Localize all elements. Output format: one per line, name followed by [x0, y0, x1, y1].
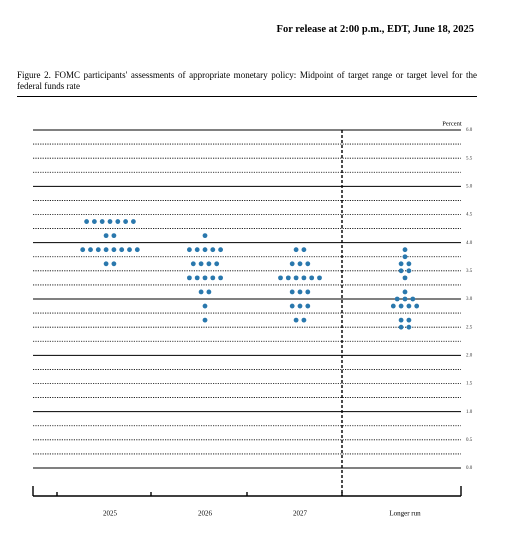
dot [131, 219, 136, 224]
dot [309, 275, 315, 281]
x-tick-label: 2025 [103, 510, 118, 518]
dot [301, 275, 307, 281]
dot [398, 268, 404, 274]
dot [206, 289, 212, 295]
dot [202, 317, 208, 323]
dot [297, 261, 303, 267]
dot [293, 317, 299, 323]
dot [88, 247, 93, 253]
dot [123, 219, 128, 224]
title-rule [17, 96, 477, 97]
dot [111, 233, 117, 239]
dot [103, 233, 109, 239]
dot [202, 247, 208, 253]
dot [398, 324, 404, 330]
dot [410, 296, 416, 302]
dot [398, 261, 404, 267]
dot [99, 219, 105, 224]
y-tick-label: 2.5 [466, 325, 473, 330]
dot [390, 303, 396, 309]
dot [119, 247, 125, 253]
y-tick-label: 1.0 [466, 410, 473, 415]
y-tick-label: 5.0 [466, 184, 473, 189]
dot [103, 247, 109, 253]
y-tick-label: 1.5 [466, 382, 473, 387]
dot [198, 261, 204, 267]
chart-title: Figure 2. FOMC participants' assessments… [17, 70, 477, 91]
dot [297, 289, 303, 295]
dot [305, 303, 311, 309]
dot [134, 247, 140, 253]
dot [394, 296, 400, 302]
dot [127, 247, 132, 253]
dot [301, 317, 307, 323]
dot [202, 233, 208, 239]
dot [84, 219, 89, 224]
y-tick-label: 3.0 [466, 297, 473, 302]
dot [317, 275, 322, 281]
dot [402, 275, 408, 281]
dot [115, 219, 121, 224]
dot [406, 261, 412, 267]
dot [103, 261, 109, 267]
dot [293, 275, 299, 281]
dot [406, 303, 412, 309]
y-tick-label: 3.5 [466, 269, 473, 274]
dot [187, 275, 192, 281]
dot [194, 275, 200, 281]
dot [293, 247, 299, 253]
dot [202, 303, 208, 309]
dot [305, 261, 311, 267]
dot [406, 268, 412, 274]
y-tick-label: 0.5 [466, 438, 473, 443]
dot [398, 317, 404, 323]
dot [406, 317, 412, 323]
x-tick-label: 2027 [293, 510, 308, 518]
dot [190, 261, 196, 267]
dot [214, 261, 220, 267]
dot [218, 247, 224, 253]
dot [111, 247, 117, 253]
dot [198, 289, 204, 295]
dot [402, 296, 408, 302]
dot [301, 247, 307, 253]
dot [210, 247, 216, 253]
dot [305, 289, 311, 295]
dot [289, 289, 295, 295]
dot [285, 275, 291, 281]
dot [402, 254, 408, 260]
dot [206, 261, 212, 267]
dot [414, 303, 420, 309]
dot [297, 303, 303, 309]
dot [194, 247, 200, 253]
dot [95, 247, 101, 253]
dot [406, 324, 412, 330]
dot [107, 219, 113, 224]
y-tick-label: 0.0 [466, 466, 473, 471]
dot [398, 303, 404, 309]
dot [402, 289, 408, 295]
y-tick-label: 4.0 [466, 241, 473, 246]
dot [218, 275, 224, 281]
dot [289, 303, 295, 309]
dot [210, 275, 216, 281]
y-tick-label: 6.0 [466, 128, 473, 133]
dot [289, 261, 295, 267]
dot [92, 219, 97, 224]
x-tick-label: 2026 [198, 510, 213, 518]
dot [402, 247, 408, 253]
dot [278, 275, 283, 281]
y-tick-label: 2.0 [466, 353, 473, 358]
dot [80, 247, 86, 253]
dot [111, 261, 117, 267]
dot [187, 247, 192, 253]
x-tick-label: Longer run [389, 510, 421, 518]
y-tick-label: 4.5 [466, 213, 473, 218]
y-tick-label: 5.5 [466, 156, 473, 161]
y-axis-label: Percent [442, 120, 462, 127]
dot [202, 275, 208, 281]
release-note: For release at 2:00 p.m., EDT, June 18, … [276, 24, 474, 35]
